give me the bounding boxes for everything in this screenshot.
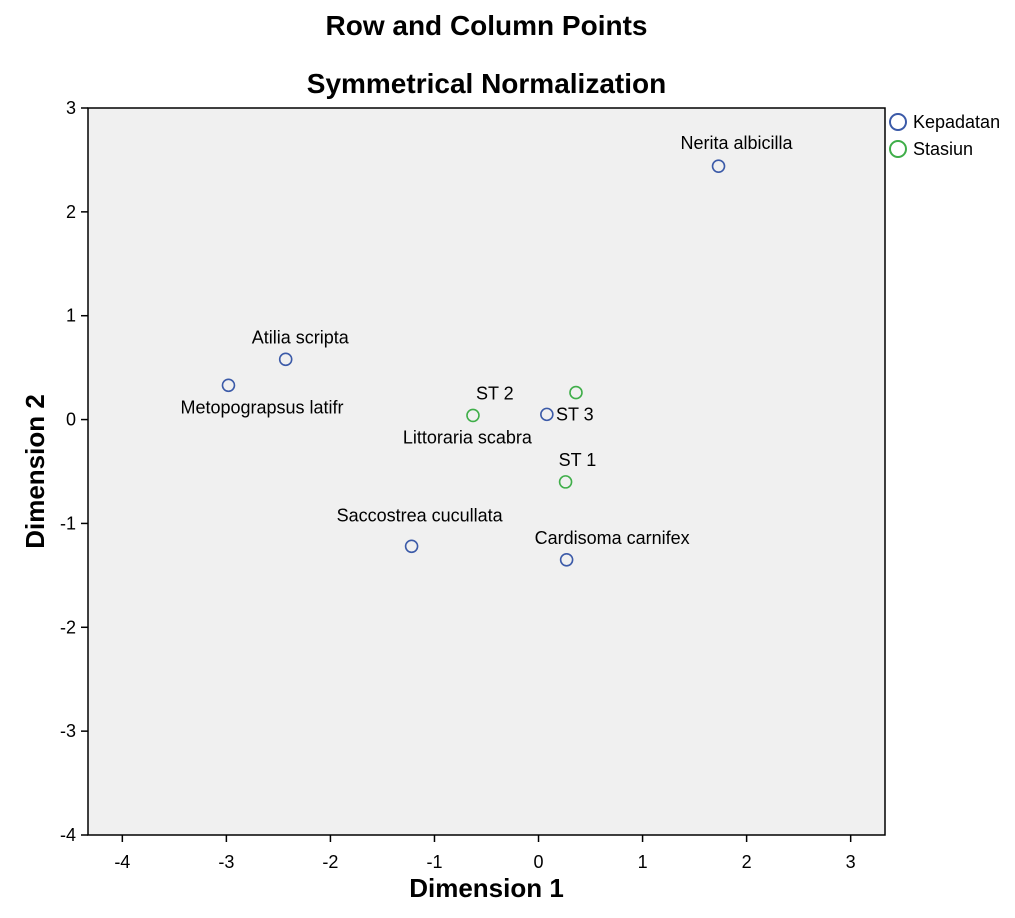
y-tick-label: -4 [60, 825, 76, 845]
point-label: ST 3 [556, 405, 594, 425]
x-axis-title: Dimension 1 [409, 873, 564, 903]
chart-subtitle: Symmetrical Normalization [306, 68, 667, 99]
x-tick-label: 1 [638, 852, 648, 872]
legend-label: Stasiun [913, 139, 973, 159]
y-tick-label: -2 [60, 617, 76, 637]
plot-area [87, 107, 886, 836]
x-tick-label: -2 [322, 852, 338, 872]
y-tick-label: 3 [66, 98, 76, 118]
y-axis: -4 -3 -2 -1 0 1 2 3 [60, 98, 88, 845]
data-point [404, 539, 419, 554]
data-point [558, 475, 573, 489]
point-label: ST 1 [559, 450, 597, 470]
x-tick-label: 2 [742, 852, 752, 872]
point-label: Saccostrea cucullata [337, 505, 504, 525]
x-tick-label: -3 [218, 852, 234, 872]
point-label: Nerita albicilla [681, 133, 794, 153]
y-tick-label: 1 [66, 306, 76, 326]
point-label: Atilia scripta [252, 327, 350, 347]
data-point [466, 408, 480, 423]
y-tick-label: 0 [66, 410, 76, 430]
point-label: Cardisoma carnifex [535, 528, 690, 548]
legend: Kepadatan Stasiun [889, 112, 1000, 159]
x-tick-label: -4 [114, 852, 130, 872]
point-label: ST 2 [476, 383, 514, 403]
x-axis: -4 -3 -2 -1 0 1 2 3 [114, 835, 856, 872]
x-tick-label: 3 [846, 852, 856, 872]
y-axis-title: Dimension 2 [20, 394, 50, 549]
y-tick-label: 2 [66, 202, 76, 222]
point-label: Metopograpsus latifr [180, 397, 343, 417]
legend-marker [889, 113, 907, 131]
data-point [559, 552, 574, 567]
y-tick-label: -1 [60, 513, 76, 533]
legend-label: Kepadatan [913, 112, 1000, 132]
data-point [711, 159, 726, 173]
data-point [569, 385, 583, 400]
data-point [540, 407, 554, 422]
x-tick-label: -1 [426, 852, 442, 872]
data-point [221, 378, 236, 393]
data-points: Nerita albicilla Atilia scripta Metopograp… [180, 133, 794, 567]
chart-title: Row and Column Points [325, 10, 648, 41]
data-point [278, 352, 293, 367]
y-tick-label: -3 [60, 721, 76, 741]
x-tick-label: 0 [534, 852, 544, 872]
point-label: Littoraria scabra [403, 427, 533, 447]
legend-marker [889, 140, 907, 158]
